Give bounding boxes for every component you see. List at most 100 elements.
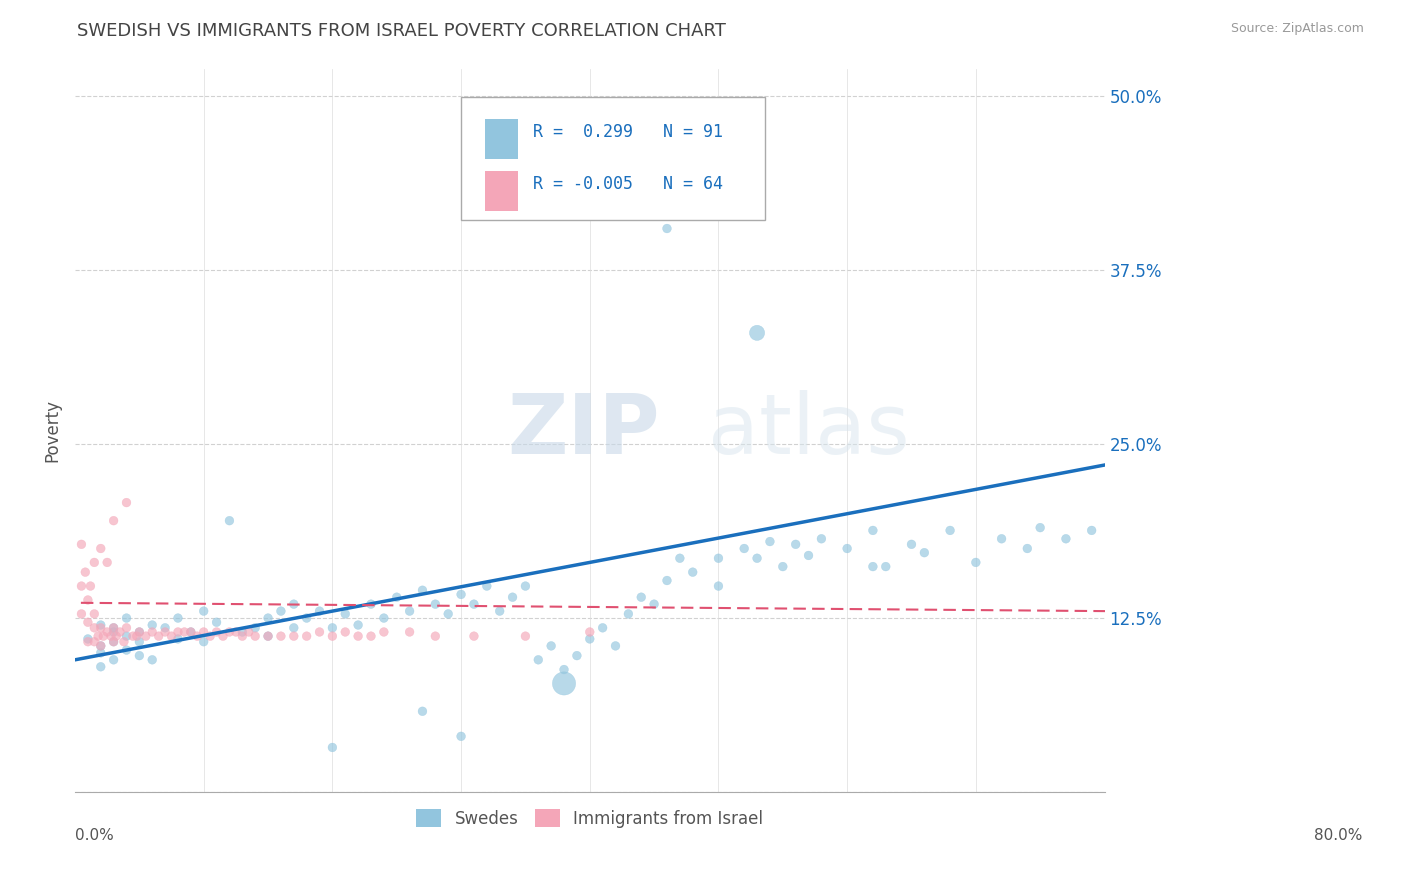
Point: [90, 541, 112, 556]
Point: [347, 629, 370, 643]
Point: [553, 663, 575, 677]
Point: [128, 625, 150, 640]
Point: [707, 551, 730, 566]
Point: [308, 604, 330, 618]
Point: [141, 618, 163, 632]
Point: [939, 524, 962, 538]
Point: [153, 625, 176, 640]
Point: [148, 629, 170, 643]
Bar: [485, 120, 517, 159]
Point: [77, 632, 100, 646]
Point: [90, 618, 112, 632]
Point: [205, 625, 228, 640]
Point: [83, 607, 105, 621]
Point: [167, 611, 190, 625]
Point: [502, 591, 524, 605]
Text: atlas: atlas: [709, 390, 910, 471]
Point: [90, 646, 112, 660]
Point: [218, 625, 240, 640]
Point: [257, 611, 280, 625]
Point: [128, 648, 150, 663]
Point: [463, 629, 485, 643]
Point: [141, 653, 163, 667]
Point: [373, 625, 395, 640]
Point: [450, 729, 472, 743]
Point: [270, 629, 292, 643]
Point: [488, 604, 510, 618]
Text: 0.0%: 0.0%: [75, 828, 114, 843]
Point: [540, 639, 562, 653]
Point: [1017, 541, 1039, 556]
Point: [77, 634, 100, 648]
Point: [283, 597, 305, 611]
Point: [231, 625, 253, 640]
Point: [463, 597, 485, 611]
Point: [283, 629, 305, 643]
Point: [193, 625, 215, 640]
Point: [759, 534, 782, 549]
Point: [1029, 521, 1052, 535]
Point: [437, 607, 460, 621]
Point: [321, 621, 343, 635]
Point: [990, 532, 1012, 546]
Point: [553, 676, 575, 690]
Point: [745, 551, 768, 566]
Point: [193, 604, 215, 618]
Point: [592, 621, 614, 635]
Point: [103, 621, 125, 635]
Point: [180, 625, 202, 640]
Point: [135, 629, 157, 643]
Point: [77, 593, 100, 607]
Point: [243, 629, 266, 643]
Point: [321, 740, 343, 755]
Point: [205, 615, 228, 630]
Point: [103, 634, 125, 648]
Point: [103, 634, 125, 648]
Point: [257, 629, 280, 643]
Point: [515, 579, 537, 593]
Point: [105, 629, 128, 643]
Point: [160, 629, 183, 643]
Point: [398, 604, 420, 618]
Y-axis label: Poverty: Poverty: [44, 399, 60, 462]
Point: [180, 625, 202, 640]
Point: [565, 648, 588, 663]
Point: [373, 611, 395, 625]
Point: [283, 621, 305, 635]
Point: [128, 625, 150, 640]
Point: [100, 629, 122, 643]
Point: [425, 597, 447, 611]
Point: [1054, 532, 1077, 546]
Point: [108, 625, 131, 640]
Point: [398, 625, 420, 640]
Text: Source: ZipAtlas.com: Source: ZipAtlas.com: [1230, 22, 1364, 36]
Point: [186, 629, 208, 643]
FancyBboxPatch shape: [461, 97, 765, 220]
Point: [733, 541, 755, 556]
Point: [450, 587, 472, 601]
Point: [527, 653, 550, 667]
Point: [875, 559, 897, 574]
Point: [385, 591, 408, 605]
Point: [965, 556, 987, 570]
Point: [347, 618, 370, 632]
Point: [837, 541, 859, 556]
Point: [682, 565, 704, 579]
Point: [128, 634, 150, 648]
Point: [411, 704, 433, 718]
Point: [270, 604, 292, 618]
Text: 80.0%: 80.0%: [1313, 828, 1362, 843]
Point: [257, 629, 280, 643]
Point: [115, 643, 138, 657]
Point: [115, 495, 138, 509]
Point: [87, 629, 110, 643]
Text: R =  0.299   N = 91: R = 0.299 N = 91: [533, 123, 723, 141]
Point: [75, 565, 97, 579]
Point: [745, 326, 768, 340]
Point: [308, 625, 330, 640]
Point: [96, 625, 118, 640]
Point: [238, 625, 260, 640]
Point: [115, 611, 138, 625]
Point: [153, 621, 176, 635]
Point: [83, 556, 105, 570]
